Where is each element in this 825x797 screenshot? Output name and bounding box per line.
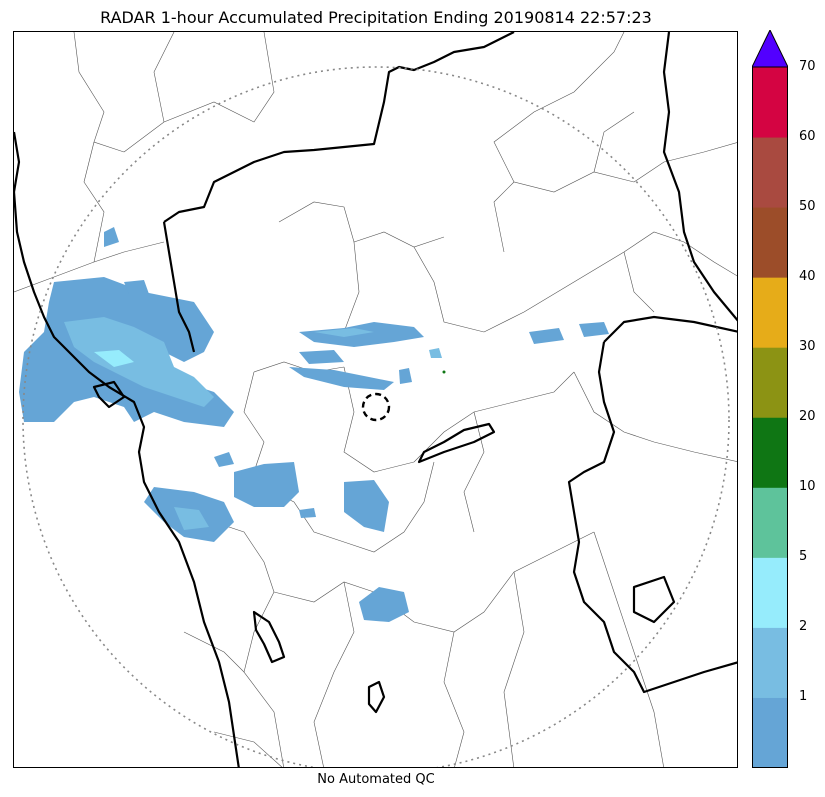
- colorbar-segment: [752, 487, 788, 558]
- colorbar-tick-label: 2: [799, 619, 808, 635]
- colorbar-segment: [752, 417, 788, 488]
- precipitation-echoes: [19, 227, 609, 622]
- colorbar-tick-label: 40: [799, 269, 816, 285]
- colorbar-tick-label: 10: [799, 479, 816, 495]
- district-boundaries: [14, 32, 737, 767]
- radar-map[interactable]: [13, 31, 738, 768]
- colorbar-tick-label: 30: [799, 339, 816, 355]
- state-boundaries: [14, 32, 737, 767]
- colorbar-segment: [752, 627, 788, 698]
- map-caption: No Automated QC: [317, 772, 435, 787]
- map-title: RADAR 1-hour Accumulated Precipitation E…: [100, 8, 652, 27]
- colorbar-segment: [752, 137, 788, 208]
- colorbar-tick-label: 20: [799, 409, 816, 425]
- colorbar-segment: [752, 697, 788, 768]
- colorbar-tick-label: 1: [799, 689, 808, 705]
- colorbar-segment: [752, 67, 788, 138]
- colorbar-extend-arrow: [752, 30, 788, 68]
- colorbar-segment: [752, 277, 788, 348]
- colorbar-segments: [752, 66, 788, 768]
- colorbar-tick-label: 5: [799, 549, 808, 565]
- colorbar: [752, 30, 788, 768]
- colorbar-segment: [752, 347, 788, 418]
- map-canvas: [14, 32, 737, 767]
- colorbar-tick-label: 70: [799, 59, 816, 74]
- colorbar-tick-label: 60: [799, 129, 816, 145]
- colorbar-tick-label: 50: [799, 199, 816, 215]
- colorbar-segment: [752, 557, 788, 628]
- colorbar-segment: [752, 207, 788, 278]
- range-ring: [22, 66, 730, 767]
- radar-site-marker: [361, 392, 391, 422]
